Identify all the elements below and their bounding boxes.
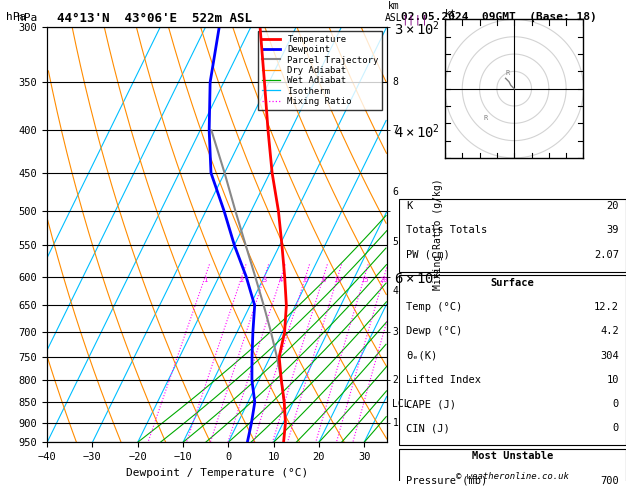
Text: 12.2: 12.2: [594, 302, 619, 312]
Text: km
ASL: km ASL: [385, 1, 403, 22]
Text: 1: 1: [203, 277, 208, 282]
Text: 4: 4: [279, 277, 283, 282]
Text: Totals Totals: Totals Totals: [406, 226, 487, 235]
Text: 39: 39: [606, 226, 619, 235]
Text: 4: 4: [392, 286, 398, 296]
Text: 02.05.2024  09GMT  (Base: 18): 02.05.2024 09GMT (Base: 18): [401, 12, 597, 22]
Text: 44°13'N  43°06'E  522m ASL: 44°13'N 43°06'E 522m ASL: [57, 12, 252, 25]
Text: 0: 0: [613, 423, 619, 434]
Text: R: R: [506, 70, 509, 76]
Text: 2: 2: [392, 375, 398, 385]
Text: Most Unstable: Most Unstable: [472, 451, 554, 461]
Text: LCL: LCL: [392, 399, 410, 409]
Text: 2: 2: [240, 277, 244, 282]
Text: 8: 8: [321, 277, 326, 282]
Text: 4.2: 4.2: [600, 326, 619, 336]
Text: 7: 7: [392, 125, 398, 136]
Text: R: R: [483, 115, 487, 121]
Text: Dewp (°C): Dewp (°C): [406, 326, 462, 336]
Text: 10: 10: [606, 375, 619, 385]
Text: 6: 6: [303, 277, 308, 282]
Text: 8: 8: [392, 77, 398, 87]
Text: 3: 3: [392, 327, 398, 337]
Text: Surface: Surface: [491, 278, 535, 288]
Text: 2.07: 2.07: [594, 250, 619, 260]
Legend: Temperature, Dewpoint, Parcel Trajectory, Dry Adiabat, Wet Adiabat, Isotherm, Mi: Temperature, Dewpoint, Parcel Trajectory…: [259, 31, 382, 109]
Text: 6: 6: [392, 188, 398, 197]
Text: 700: 700: [600, 475, 619, 486]
Text: 20: 20: [606, 201, 619, 211]
Text: θₑ(K): θₑ(K): [406, 350, 437, 361]
Text: 15: 15: [360, 277, 369, 282]
Bar: [399, 276, 626, 445]
Text: ||||: ||||: [401, 15, 428, 25]
Text: © weatheronline.co.uk: © weatheronline.co.uk: [456, 472, 569, 481]
Text: hPa: hPa: [16, 13, 37, 22]
Text: 3: 3: [262, 277, 267, 282]
Text: kt: kt: [445, 9, 457, 19]
Text: 10: 10: [333, 277, 342, 282]
X-axis label: Dewpoint / Temperature (°C): Dewpoint / Temperature (°C): [126, 468, 308, 478]
Text: K: K: [406, 201, 413, 211]
Text: CAPE (J): CAPE (J): [406, 399, 456, 409]
Text: 20: 20: [380, 277, 388, 282]
Text: 1: 1: [392, 418, 398, 428]
Text: 5: 5: [392, 237, 398, 247]
Bar: [399, 199, 626, 272]
Text: PW (cm): PW (cm): [406, 250, 450, 260]
Bar: [399, 449, 626, 486]
Text: Lifted Index: Lifted Index: [406, 375, 481, 385]
Text: CIN (J): CIN (J): [406, 423, 450, 434]
Text: 0: 0: [613, 399, 619, 409]
Text: hPa: hPa: [6, 12, 26, 22]
Text: Temp (°C): Temp (°C): [406, 302, 462, 312]
Text: Pressure (mb): Pressure (mb): [406, 475, 487, 486]
Text: Mixing Ratio (g/kg): Mixing Ratio (g/kg): [433, 179, 443, 290]
Text: 304: 304: [600, 350, 619, 361]
